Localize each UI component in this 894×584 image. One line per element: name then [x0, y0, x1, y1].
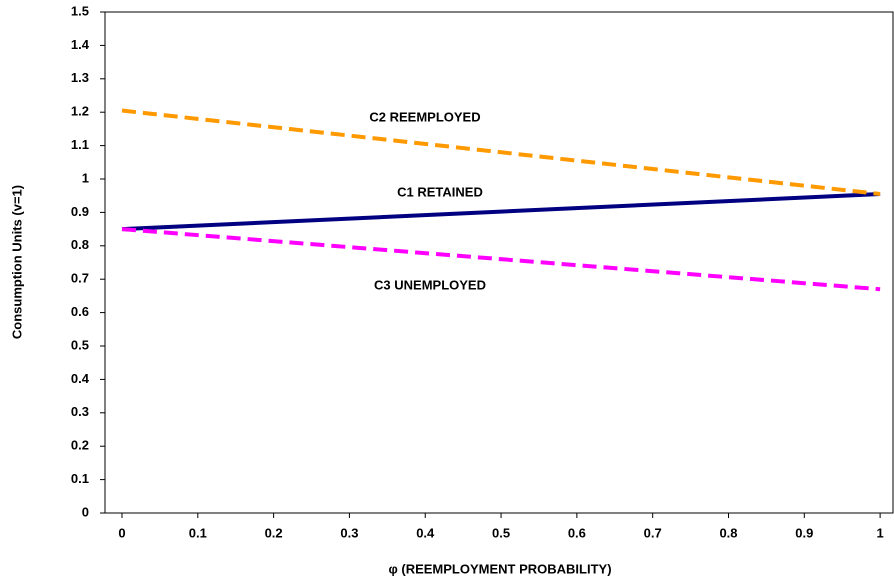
y-tick-label: 1.4 [71, 37, 90, 52]
y-tick-label: 0.4 [71, 371, 90, 386]
x-tick-label: 0 [118, 525, 125, 540]
plot-frame [104, 11, 894, 514]
y-tick-label: 0.6 [71, 304, 89, 319]
y-axis-label: Consumption Units (v=1) [9, 185, 24, 339]
series-line [121, 192, 881, 232]
y-tick-label: 0.2 [71, 438, 89, 453]
x-tick-label: 0.9 [795, 525, 813, 540]
y-tick-label: 1.3 [71, 70, 89, 85]
x-tick-label: 0.7 [644, 525, 662, 540]
x-axis-label: φ (REEMPLOYMENT PROBABILITY) [388, 561, 611, 576]
x-tick-label: 0.6 [568, 525, 586, 540]
y-tick-label: 0.8 [71, 237, 89, 252]
y-tick-label: 0.5 [71, 337, 89, 352]
x-tick-label: 0.3 [340, 525, 358, 540]
series-label: C2 REEMPLOYED [369, 109, 480, 124]
x-tick-label: 0.4 [416, 525, 435, 540]
series-line [121, 227, 881, 292]
x-tick-label: 0.1 [189, 525, 207, 540]
y-tick-label: 0.7 [71, 271, 89, 286]
x-tick-label: 0.5 [492, 525, 510, 540]
x-tick-label: 1 [876, 525, 883, 540]
series-line [121, 108, 881, 197]
y-tick-label: 1.5 [71, 3, 89, 18]
series-label: C1 RETAINED [397, 184, 483, 199]
y-tick-label: 0.1 [71, 471, 89, 486]
y-tick-label: 0.9 [71, 204, 89, 219]
y-tick-label: 0.3 [71, 404, 89, 419]
series-label: C3 UNEMPLOYED [374, 277, 486, 292]
x-tick-label: 0.2 [265, 525, 283, 540]
y-tick-label: 1.2 [71, 104, 89, 119]
y-tick-label: 0 [82, 504, 89, 519]
x-tick-label: 0.8 [719, 525, 737, 540]
y-tick-label: 1 [82, 170, 89, 185]
y-tick-label: 1.1 [71, 137, 89, 152]
